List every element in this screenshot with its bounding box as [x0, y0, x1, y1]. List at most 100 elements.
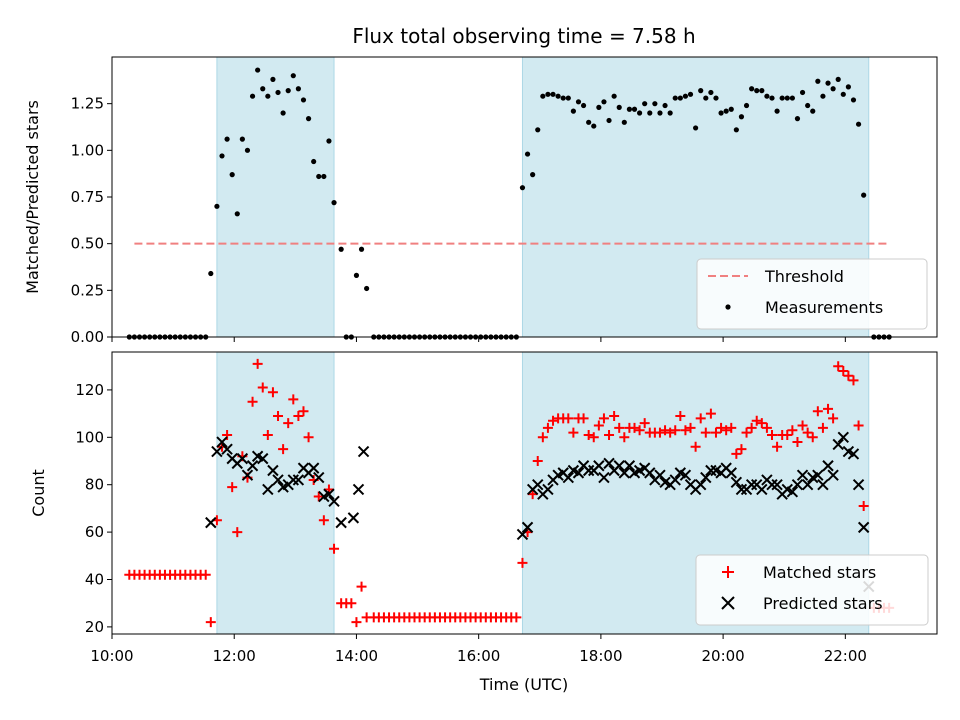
predicted-star-point [542, 483, 554, 496]
predicted-star-point [857, 521, 870, 534]
matched-star-point [629, 422, 640, 433]
legend-matched-swatch [722, 566, 734, 578]
matched-star-point [817, 422, 828, 433]
measurement-point [219, 153, 225, 159]
measurement-point [275, 89, 281, 96]
matched-star-point [746, 422, 757, 433]
measurement-point [759, 88, 765, 94]
measurement-point [285, 88, 291, 94]
measurement-point [764, 93, 770, 99]
matched-star-point [756, 418, 767, 429]
predicted-star-point [613, 460, 625, 472]
predicted-star-point [725, 467, 737, 479]
measurement-point [733, 127, 739, 133]
matched-star-point [563, 413, 574, 424]
predicted-star-point [730, 476, 743, 489]
measurement-point [305, 116, 312, 122]
predicted-star-point [246, 460, 259, 472]
y-tick-label: 60 [85, 523, 104, 541]
measurement-point [596, 104, 602, 110]
measurement-point [575, 99, 582, 105]
bottom-predicted-points [205, 431, 875, 593]
matched-star-point [731, 448, 742, 459]
predicted-star-point [347, 512, 360, 524]
predicted-star-point [705, 464, 717, 477]
predicted-star-point [205, 516, 217, 529]
matched-star-point [858, 501, 869, 512]
measurement-point [855, 121, 862, 127]
measurement-point [545, 91, 551, 97]
measurement-point [326, 138, 332, 144]
bottom-y-axis-label: Count [29, 469, 48, 517]
predicted-star-point [307, 462, 320, 474]
predicted-star-point [292, 474, 305, 486]
measurement-point [845, 84, 851, 90]
matched-star-point [736, 444, 747, 455]
x-tick-label: 12:00 [213, 647, 256, 665]
matched-star-point [710, 427, 721, 438]
measurement-point [657, 110, 663, 116]
x-tick-label: 18:00 [579, 647, 622, 665]
y-tick-label: 1.25 [71, 95, 104, 113]
y-tick-label: 0.50 [71, 235, 104, 253]
matched-star-point [823, 403, 834, 414]
matched-star-point [660, 425, 671, 436]
y-tick-label: 80 [85, 476, 104, 494]
matched-star-point [614, 422, 625, 433]
measurement-point [820, 93, 826, 99]
measurement-point [662, 102, 668, 109]
matched-star-point [593, 420, 604, 431]
matched-star-point [639, 418, 650, 429]
measurement-point [779, 95, 785, 101]
matched-star-point [828, 413, 839, 424]
predicted-star-point [623, 460, 636, 472]
matched-star-point [705, 408, 716, 419]
bottom-y-axis: 20 40 60 80 100 120 [75, 381, 112, 636]
measurement-point [580, 102, 587, 109]
predicted-star-point [313, 471, 325, 484]
measurement-point [805, 102, 811, 109]
matched-star-point [838, 365, 849, 376]
predicted-star-point [812, 469, 824, 481]
matched-star-point [665, 427, 676, 438]
top-x-ticks [111, 337, 846, 342]
measurement-point [280, 110, 286, 116]
measurement-point [270, 76, 276, 82]
predicted-star-point [521, 521, 534, 534]
measurement-point [835, 76, 841, 82]
x-tick-label: 20:00 [701, 647, 744, 665]
predicted-star-point [817, 478, 829, 491]
matched-star-point [751, 415, 762, 426]
matched-star-point [726, 422, 737, 433]
measurement-point [224, 136, 230, 142]
matched-star-point [247, 396, 258, 407]
top-y-axis-label: Matched/Predicted stars [23, 100, 42, 294]
matched-star-point [619, 432, 630, 443]
matched-star-point [792, 437, 803, 448]
x-tick-label: 22:00 [824, 647, 867, 665]
matched-star-point [532, 456, 543, 467]
predicted-star-point [211, 445, 223, 458]
predicted-star-point [756, 483, 768, 496]
predicted-star-point [323, 488, 335, 500]
predicted-star-point [745, 478, 758, 491]
measurement-point [794, 116, 801, 122]
measurement-point [586, 119, 592, 125]
measurement-point [799, 89, 806, 96]
matched-star-point [588, 432, 599, 443]
predicted-star-point [572, 467, 585, 479]
legend-measurement-label: Measurements [765, 298, 883, 317]
predicted-star-point [603, 457, 615, 470]
predicted-star-point [694, 478, 707, 491]
x-tick-label: 16:00 [457, 647, 500, 665]
predicted-star-point [262, 483, 274, 496]
matched-star-point [252, 358, 263, 369]
predicted-star-point [532, 478, 544, 491]
predicted-star-point [832, 438, 844, 451]
predicted-star-point [357, 445, 370, 458]
measurement-point [524, 151, 531, 157]
matched-star-point [303, 432, 314, 443]
matched-star-point [346, 598, 357, 609]
measurement-point [550, 91, 556, 97]
